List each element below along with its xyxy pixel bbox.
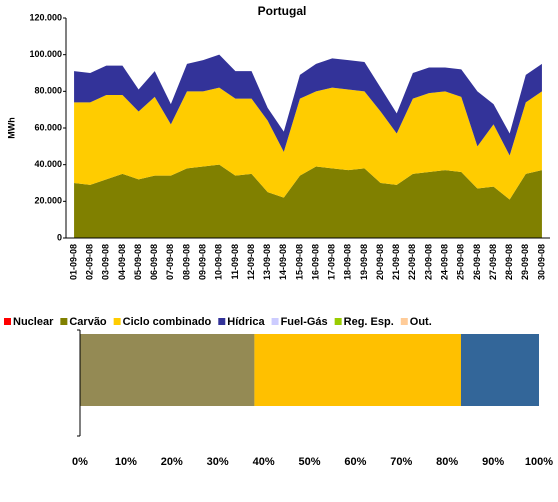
x-tick-label: 20% xyxy=(161,456,183,468)
y-tick-label: 20.000 xyxy=(34,196,62,206)
x-tick-label: 23-09-08 xyxy=(423,244,433,280)
area xyxy=(74,87,542,200)
x-tick-label: 70% xyxy=(390,456,412,468)
legend-label: Out. xyxy=(410,316,432,328)
x-tick-label: 08-09-08 xyxy=(181,244,191,280)
bar-segment xyxy=(460,334,539,406)
chart-title: Portugal xyxy=(258,4,307,18)
x-tick-label: 29-09-08 xyxy=(520,244,530,280)
x-tick-label: 15-09-08 xyxy=(294,244,304,280)
legend-swatch xyxy=(400,318,408,325)
x-tick-label: 05-09-08 xyxy=(133,244,143,280)
legend-swatch xyxy=(218,318,226,325)
x-tick-label: 22-09-08 xyxy=(407,244,417,280)
area xyxy=(74,164,542,238)
x-tick-label: 21-09-08 xyxy=(391,244,401,280)
bar-segment xyxy=(254,334,461,406)
x-tick-label: 07-09-08 xyxy=(165,244,175,280)
x-tick-label: 13-09-08 xyxy=(262,244,272,280)
x-tick-label: 50% xyxy=(298,456,320,468)
x-tick-label: 18-09-08 xyxy=(343,244,353,280)
x-tick-label: 14-09-08 xyxy=(278,244,288,280)
x-tick-label: 17-09-08 xyxy=(327,244,337,280)
y-tick-label: 40.000 xyxy=(34,159,62,169)
area xyxy=(74,54,542,156)
legend-swatch xyxy=(4,318,11,325)
legend-swatch xyxy=(113,318,121,325)
x-tick-label: 03-09-08 xyxy=(101,244,111,280)
legend-swatch xyxy=(60,318,68,325)
bar-segment xyxy=(80,334,255,406)
x-tick-label: 24-09-08 xyxy=(440,244,450,280)
x-tick-label: 11-09-08 xyxy=(230,244,240,280)
x-tick-label: 04-09-08 xyxy=(117,244,127,280)
x-tick-label: 30-09-08 xyxy=(536,244,546,280)
x-tick-label: 01-09-08 xyxy=(68,244,78,280)
legend-label: Fuel-Gás xyxy=(281,316,328,328)
legend-label: Ciclo combinado xyxy=(123,316,212,328)
y-tick-label: 80.000 xyxy=(34,86,62,96)
legend-label: Reg. Esp. xyxy=(344,316,394,328)
legend-swatch xyxy=(334,318,342,325)
y-tick-label: 60.000 xyxy=(34,122,62,132)
x-tick-label: 16-09-08 xyxy=(310,244,320,280)
legend-label: Carvão xyxy=(69,316,107,328)
legend-swatch xyxy=(271,318,279,325)
x-tick-label: 26-09-08 xyxy=(472,244,482,280)
x-tick-label: 0% xyxy=(72,456,88,468)
x-tick-label: 90% xyxy=(482,456,504,468)
x-tick-label: 20-09-08 xyxy=(375,244,385,280)
legend-label: Hídrica xyxy=(227,316,265,328)
x-tick-label: 02-09-08 xyxy=(85,244,95,280)
x-tick-label: 10% xyxy=(115,456,137,468)
x-tick-label: 10-09-08 xyxy=(214,244,224,280)
y-tick-label: 120.000 xyxy=(29,12,62,22)
x-tick-label: 60% xyxy=(344,456,366,468)
x-tick-label: 06-09-08 xyxy=(149,244,159,280)
x-tick-label: 12-09-08 xyxy=(246,244,256,280)
x-tick-label: 27-09-08 xyxy=(488,244,498,280)
x-tick-label: 28-09-08 xyxy=(504,244,514,280)
x-tick-label: 100% xyxy=(525,456,553,468)
x-tick-label: 09-09-08 xyxy=(198,244,208,280)
legend-label: Nuclear xyxy=(13,316,54,328)
y-tick-label: 100.000 xyxy=(29,49,62,59)
y-tick-label: 0 xyxy=(57,232,62,242)
x-tick-label: 80% xyxy=(436,456,458,468)
x-tick-label: 25-09-08 xyxy=(456,244,466,280)
x-tick-label: 40% xyxy=(253,456,275,468)
y-axis-label: MWh xyxy=(6,117,16,139)
x-tick-label: 19-09-08 xyxy=(359,244,369,280)
x-tick-label: 30% xyxy=(207,456,229,468)
